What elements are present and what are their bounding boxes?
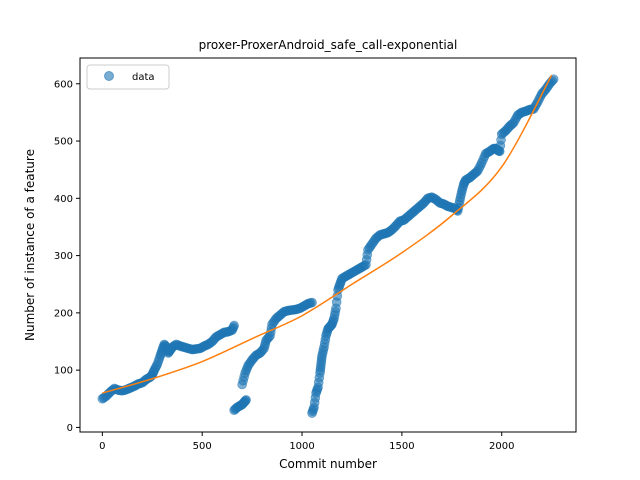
y-tick-label: 500 (54, 137, 73, 148)
legend: data (86, 64, 170, 90)
data-point (307, 297, 317, 308)
plot-area (97, 74, 559, 418)
axes-frame (79, 57, 577, 433)
x-axis-label: Commit number (279, 457, 377, 471)
x-axis: 0 500 1000 1500 2000 (99, 432, 514, 452)
y-tick-label: 200 (54, 308, 73, 319)
y-tick-label: 0 (67, 423, 73, 434)
legend-box (86, 64, 170, 90)
y-axis: 0 100 200 300 400 500 600 (54, 79, 80, 434)
data-point (241, 395, 251, 405)
fit-line (102, 74, 553, 394)
y-tick-label: 600 (54, 79, 73, 90)
legend-label-data: data (132, 72, 155, 83)
x-tick-label: 1000 (289, 441, 314, 452)
x-tick-label: 2000 (489, 441, 514, 452)
chart-title: proxer-ProxerAndroid_safe_call-exponenti… (199, 38, 458, 52)
y-axis-label: Number of instance of a feature (23, 149, 37, 341)
x-tick-label: 0 (99, 441, 105, 452)
legend-marker-data (104, 71, 114, 81)
data-point (229, 320, 239, 331)
y-tick-label: 100 (54, 366, 73, 377)
x-tick-label: 1500 (389, 441, 414, 452)
x-tick-label: 500 (193, 441, 212, 452)
y-tick-label: 400 (54, 194, 73, 205)
y-tick-label: 300 (54, 251, 73, 262)
